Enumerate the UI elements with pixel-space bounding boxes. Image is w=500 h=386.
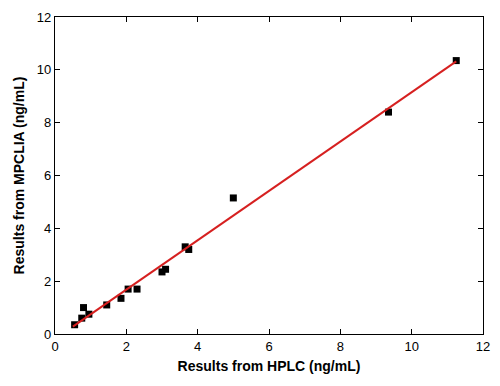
svg-text:12: 12 — [37, 10, 51, 25]
svg-text:Results from HPLC (ng/mL): Results from HPLC (ng/mL) — [178, 358, 361, 374]
svg-text:6: 6 — [44, 168, 51, 183]
svg-text:2: 2 — [123, 339, 130, 354]
svg-text:8: 8 — [44, 115, 51, 130]
svg-text:8: 8 — [337, 339, 344, 354]
svg-text:Results from MPCLIA (ng/mL): Results from MPCLIA (ng/mL) — [11, 77, 27, 275]
svg-text:0: 0 — [44, 327, 51, 342]
svg-text:0: 0 — [51, 339, 58, 354]
svg-text:4: 4 — [44, 221, 51, 236]
svg-text:12: 12 — [476, 339, 490, 354]
svg-text:10: 10 — [37, 62, 51, 77]
svg-text:10: 10 — [404, 339, 418, 354]
svg-text:6: 6 — [265, 339, 272, 354]
svg-text:4: 4 — [194, 339, 201, 354]
svg-text:2: 2 — [44, 274, 51, 289]
